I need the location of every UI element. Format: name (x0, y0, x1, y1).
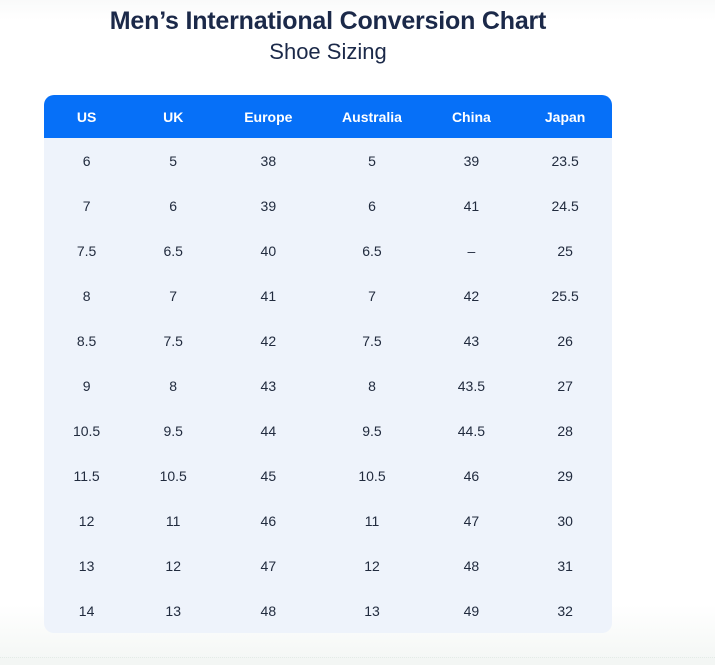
size-cell: 6 (319, 183, 425, 228)
size-cell: 43 (424, 318, 519, 363)
size-cell: 12 (129, 543, 218, 588)
size-cell: 27 (518, 363, 612, 408)
size-cell: 12 (319, 543, 425, 588)
size-cell: 46 (217, 498, 320, 543)
size-cell: 24.5 (518, 183, 612, 228)
size-cell: 11.5 (44, 453, 130, 498)
page-content: Men’s International Conversion Chart Sho… (44, 0, 612, 633)
size-cell: 8 (44, 273, 130, 318)
size-cell: 14 (44, 588, 130, 633)
size-cell: 30 (518, 498, 612, 543)
size-cell: 6 (129, 183, 218, 228)
size-cell: 46 (424, 453, 519, 498)
size-cell: 7 (129, 273, 218, 318)
size-cell: 25 (518, 228, 612, 273)
size-cell: 44 (217, 408, 320, 453)
size-cell: 47 (217, 543, 320, 588)
size-cell: 48 (217, 588, 320, 633)
size-cell: 23.5 (518, 138, 612, 183)
size-cell: 11 (319, 498, 425, 543)
size-cell: 11 (129, 498, 218, 543)
size-cell: 29 (518, 453, 612, 498)
size-cell: 13 (319, 588, 425, 633)
size-cell: 7.5 (319, 318, 425, 363)
size-cell: 39 (217, 183, 320, 228)
size-cell: 42 (424, 273, 519, 318)
size-cell: 8 (319, 363, 425, 408)
column-header-japan: Japan (518, 95, 612, 138)
table-row: 11.5 10.5 45 10.5 46 29 (44, 453, 612, 498)
table-header-row: US UK Europe Australia China Japan (44, 95, 612, 138)
size-cell: 41 (424, 183, 519, 228)
table-body: 6 5 38 5 39 23.5 7 6 39 6 41 24.5 7.5 6.5 40 6.5–25 8 7 41… (44, 138, 612, 633)
table-row: 12 11 46 11 47 30 (44, 498, 612, 543)
size-cell: 6.5 (129, 228, 218, 273)
size-cell: 26 (518, 318, 612, 363)
table-row: 7 6 39 6 41 24.5 (44, 183, 612, 228)
table-row: 14 13 48 13 49 32 (44, 588, 612, 633)
size-cell: 7 (319, 273, 425, 318)
table-row: 6 5 38 5 39 23.5 (44, 138, 612, 183)
column-header-us: US (44, 95, 130, 138)
size-cell: 28 (518, 408, 612, 453)
size-cell: 9.5 (319, 408, 425, 453)
size-cell: 47 (424, 498, 519, 543)
size-cell: 25.5 (518, 273, 612, 318)
size-cell: 39 (424, 138, 519, 183)
column-header-china: China (424, 95, 519, 138)
size-cell: 8.5 (44, 318, 130, 363)
page-title: Men’s International Conversion Chart (109, 7, 547, 35)
size-cell: 6 (44, 138, 130, 183)
size-cell: 13 (129, 588, 218, 633)
size-cell: 6.5 (319, 228, 425, 273)
size-cell: 48 (424, 543, 519, 588)
size-cell: 42 (217, 318, 320, 363)
size-cell: 10.5 (319, 453, 425, 498)
column-header-australia: Australia (319, 95, 425, 138)
size-cell: – (424, 228, 519, 273)
table-row: 7.5 6.5 40 6.5–25 (44, 228, 612, 273)
size-cell: 9 (44, 363, 130, 408)
size-cell: 32 (518, 588, 612, 633)
table-row: 13 12 47 12 48 31 (44, 543, 612, 588)
size-cell: 8 (129, 363, 218, 408)
size-cell: 5 (129, 138, 218, 183)
size-cell: 5 (319, 138, 425, 183)
size-cell: 31 (518, 543, 612, 588)
size-cell: 41 (217, 273, 320, 318)
size-cell: 7.5 (44, 228, 130, 273)
column-header-europe: Europe (217, 95, 320, 138)
table-row: 10.5 9.5 44 9.5 44.5 28 (44, 408, 612, 453)
size-cell: 7 (44, 183, 130, 228)
size-cell: 43.5 (424, 363, 519, 408)
table-row: 9 8 43 8 43.5 27 (44, 363, 612, 408)
size-cell: 43 (217, 363, 320, 408)
size-cell: 10.5 (44, 408, 130, 453)
table-row: 8 7 41 7 42 25.5 (44, 273, 612, 318)
size-cell: 38 (217, 138, 320, 183)
size-cell: 49 (424, 588, 519, 633)
size-cell: 45 (217, 453, 320, 498)
size-cell: 13 (44, 543, 130, 588)
page-subtitle: Shoe Sizing (269, 39, 387, 64)
size-cell: 9.5 (129, 408, 218, 453)
size-cell: 7.5 (129, 318, 218, 363)
size-cell: 44.5 (424, 408, 519, 453)
table-row: 8.5 7.5 42 7.5 43 26 (44, 318, 612, 363)
size-cell: 12 (44, 498, 130, 543)
size-cell: 10.5 (129, 453, 218, 498)
footer-strip (0, 657, 715, 665)
column-header-uk: UK (129, 95, 218, 138)
size-cell: 40 (217, 228, 320, 273)
conversion-table: US UK Europe Australia China Japan 6 5 38 5… (44, 95, 612, 633)
